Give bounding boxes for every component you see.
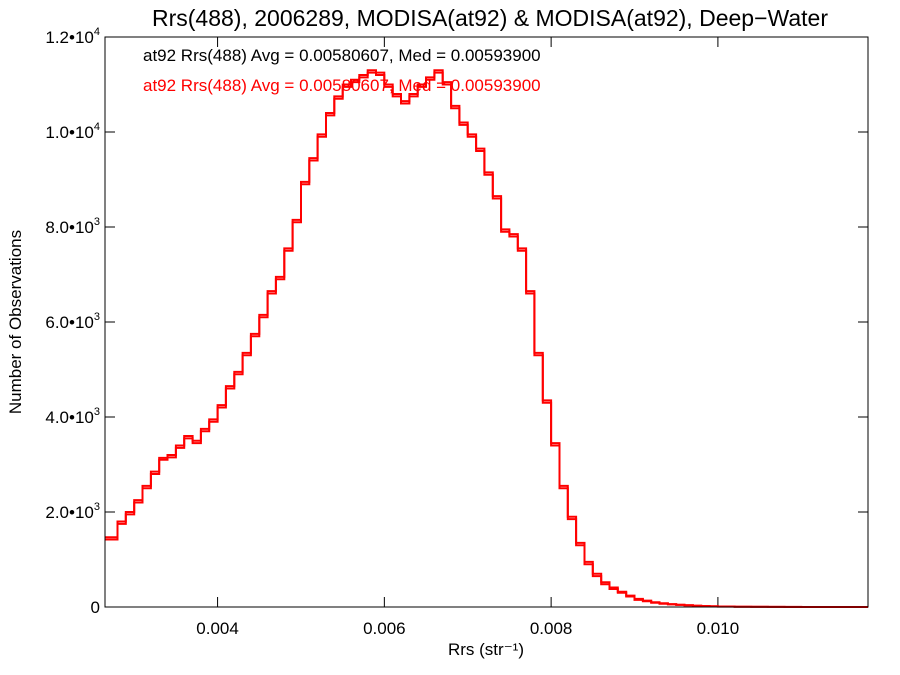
y-tick-label: 0 [91, 598, 100, 617]
y-tick-label: 8.0•103 [45, 216, 100, 237]
y-axis-label: Number of Observations [6, 230, 25, 414]
y-tick-label: 1.0•104 [45, 121, 100, 142]
y-tick-label: 2.0•103 [45, 501, 100, 522]
histogram-series [105, 69, 868, 608]
y-tick-label: 4.0•103 [45, 406, 100, 427]
stats-annotation-red: at92 Rrs(488) Avg = 0.00580607, Med = 0.… [143, 76, 541, 95]
x-axis-ticks: 0.004 0.006 0.008 0.010 [196, 37, 739, 638]
y-tick-label: 6.0•103 [45, 311, 100, 332]
x-tick-label: 0.004 [196, 619, 239, 638]
x-tick-label: 0.010 [697, 619, 740, 638]
chart-title: Rrs(488), 2006289, MODISA(at92) & MODISA… [152, 5, 828, 31]
stats-annotation-black: at92 Rrs(488) Avg = 0.00580607, Med = 0.… [143, 46, 541, 65]
plot-frame [104, 36, 869, 608]
y-tick-label: 1.2•104 [45, 26, 100, 47]
histogram-series-line-2 [105, 69, 868, 608]
x-axis-label: Rrs (str⁻¹) [448, 640, 524, 659]
x-tick-label: 0.008 [530, 619, 573, 638]
x-tick-label: 0.006 [363, 619, 406, 638]
